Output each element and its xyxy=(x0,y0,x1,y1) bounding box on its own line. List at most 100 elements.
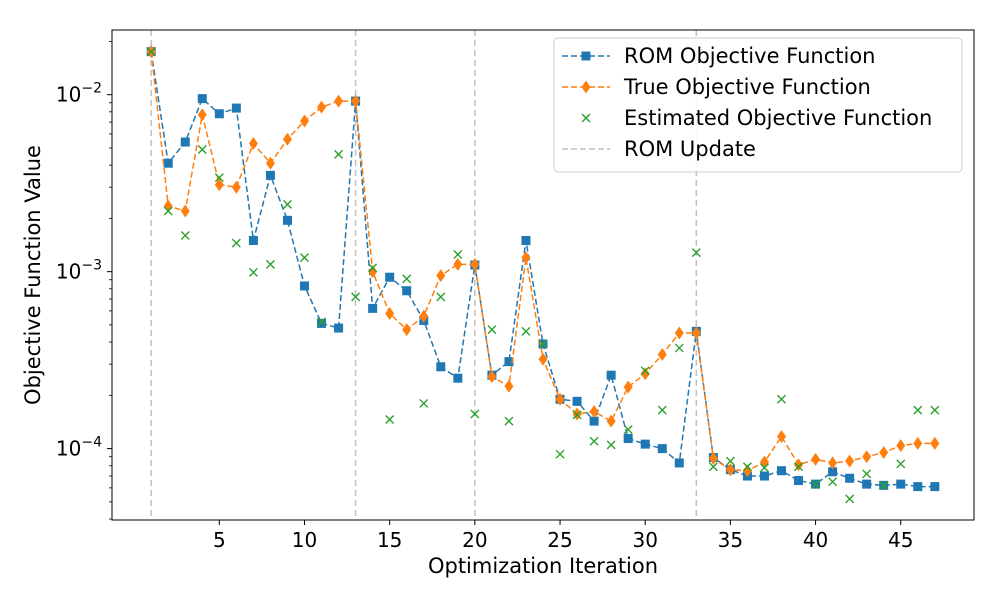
data-point xyxy=(794,462,804,472)
data-point xyxy=(163,206,173,216)
data-point xyxy=(725,463,735,477)
data-point xyxy=(300,114,310,128)
data-point xyxy=(248,267,258,277)
data-point xyxy=(845,454,855,468)
data-point xyxy=(708,451,718,465)
data-point xyxy=(521,251,531,265)
data-point xyxy=(231,238,241,248)
data-point xyxy=(334,149,344,159)
data-point xyxy=(282,199,292,209)
data-point xyxy=(623,425,633,435)
data-point xyxy=(470,409,480,419)
data-point xyxy=(930,405,940,415)
data-point xyxy=(623,434,633,444)
data-point xyxy=(742,464,752,478)
data-point xyxy=(623,380,633,394)
data-point xyxy=(180,204,190,218)
data-point xyxy=(777,394,786,404)
data-point xyxy=(163,158,173,168)
legend-entry: Estimated Objective Function xyxy=(581,106,932,130)
x-tick-label: 40 xyxy=(803,528,828,552)
data-point xyxy=(776,466,786,476)
data-point xyxy=(248,136,258,150)
data-point xyxy=(317,317,327,327)
data-point xyxy=(708,462,718,472)
data-point xyxy=(862,469,872,479)
data-point xyxy=(214,173,224,183)
data-point xyxy=(231,103,241,113)
data-point xyxy=(845,494,855,504)
legend: ROM Objective Function True Objective Fun… xyxy=(553,37,963,173)
data-point xyxy=(402,323,412,337)
y-tick-label: 10−2 xyxy=(56,81,102,107)
legend-entry: ROM Update xyxy=(562,137,756,161)
data-point xyxy=(606,440,616,450)
data-point xyxy=(368,265,378,279)
data-point xyxy=(862,479,872,489)
data-point xyxy=(504,379,514,393)
data-point xyxy=(674,458,684,468)
data-point xyxy=(265,259,275,269)
data-point xyxy=(794,476,804,486)
data-point xyxy=(845,473,855,483)
legend-marker xyxy=(581,113,591,123)
y-tick-label: 10−3 xyxy=(56,258,102,284)
series-layer xyxy=(146,45,940,504)
legend-box xyxy=(553,37,963,173)
data-point xyxy=(640,439,650,449)
data-point xyxy=(589,405,599,419)
data-point xyxy=(521,235,531,245)
data-point xyxy=(351,94,361,108)
data-point xyxy=(555,392,565,406)
data-point xyxy=(197,145,207,154)
data-point xyxy=(538,352,548,366)
data-point xyxy=(282,132,292,146)
data-point xyxy=(828,456,838,470)
data-point xyxy=(197,108,207,122)
data-point xyxy=(589,436,599,446)
x-tick-label: 45 xyxy=(888,528,913,552)
data-point xyxy=(674,343,684,353)
data-point xyxy=(470,257,480,271)
data-point xyxy=(913,436,923,450)
data-point xyxy=(828,467,838,477)
data-point xyxy=(879,446,889,460)
y-axis-label: Objective Function Value xyxy=(21,145,45,405)
data-point xyxy=(896,459,906,469)
data-point xyxy=(453,373,463,383)
series-3 xyxy=(146,47,940,504)
data-point xyxy=(913,482,923,492)
data-point xyxy=(555,449,565,459)
x-axis: 5 10 15 20 25 30 35 40 45 xyxy=(213,520,913,552)
data-point xyxy=(317,100,327,114)
y-axis: 10−2 10−3 10−4 xyxy=(56,41,112,520)
data-point xyxy=(606,370,616,380)
data-point xyxy=(402,286,412,296)
data-point xyxy=(453,250,463,259)
data-point xyxy=(248,235,258,245)
data-point xyxy=(419,398,429,408)
data-point xyxy=(231,180,241,194)
data-point xyxy=(368,263,378,273)
x-axis-label: Optimization Iteration xyxy=(428,554,658,578)
data-point xyxy=(896,439,906,453)
data-point xyxy=(879,480,889,490)
data-point xyxy=(674,326,684,340)
data-point xyxy=(742,462,752,472)
data-point xyxy=(317,318,327,328)
legend-entry: ROM Objective Function xyxy=(562,44,876,68)
data-point xyxy=(657,405,667,415)
data-point xyxy=(759,463,769,473)
data-point xyxy=(265,156,275,170)
data-point xyxy=(930,436,940,450)
x-tick-label: 10 xyxy=(292,528,317,552)
data-point xyxy=(214,178,224,192)
data-point xyxy=(265,170,275,180)
data-point xyxy=(487,370,497,384)
data-point xyxy=(657,348,667,362)
data-point xyxy=(640,366,650,376)
data-point xyxy=(913,405,923,415)
data-point xyxy=(538,339,548,349)
legend-marker xyxy=(581,51,591,61)
